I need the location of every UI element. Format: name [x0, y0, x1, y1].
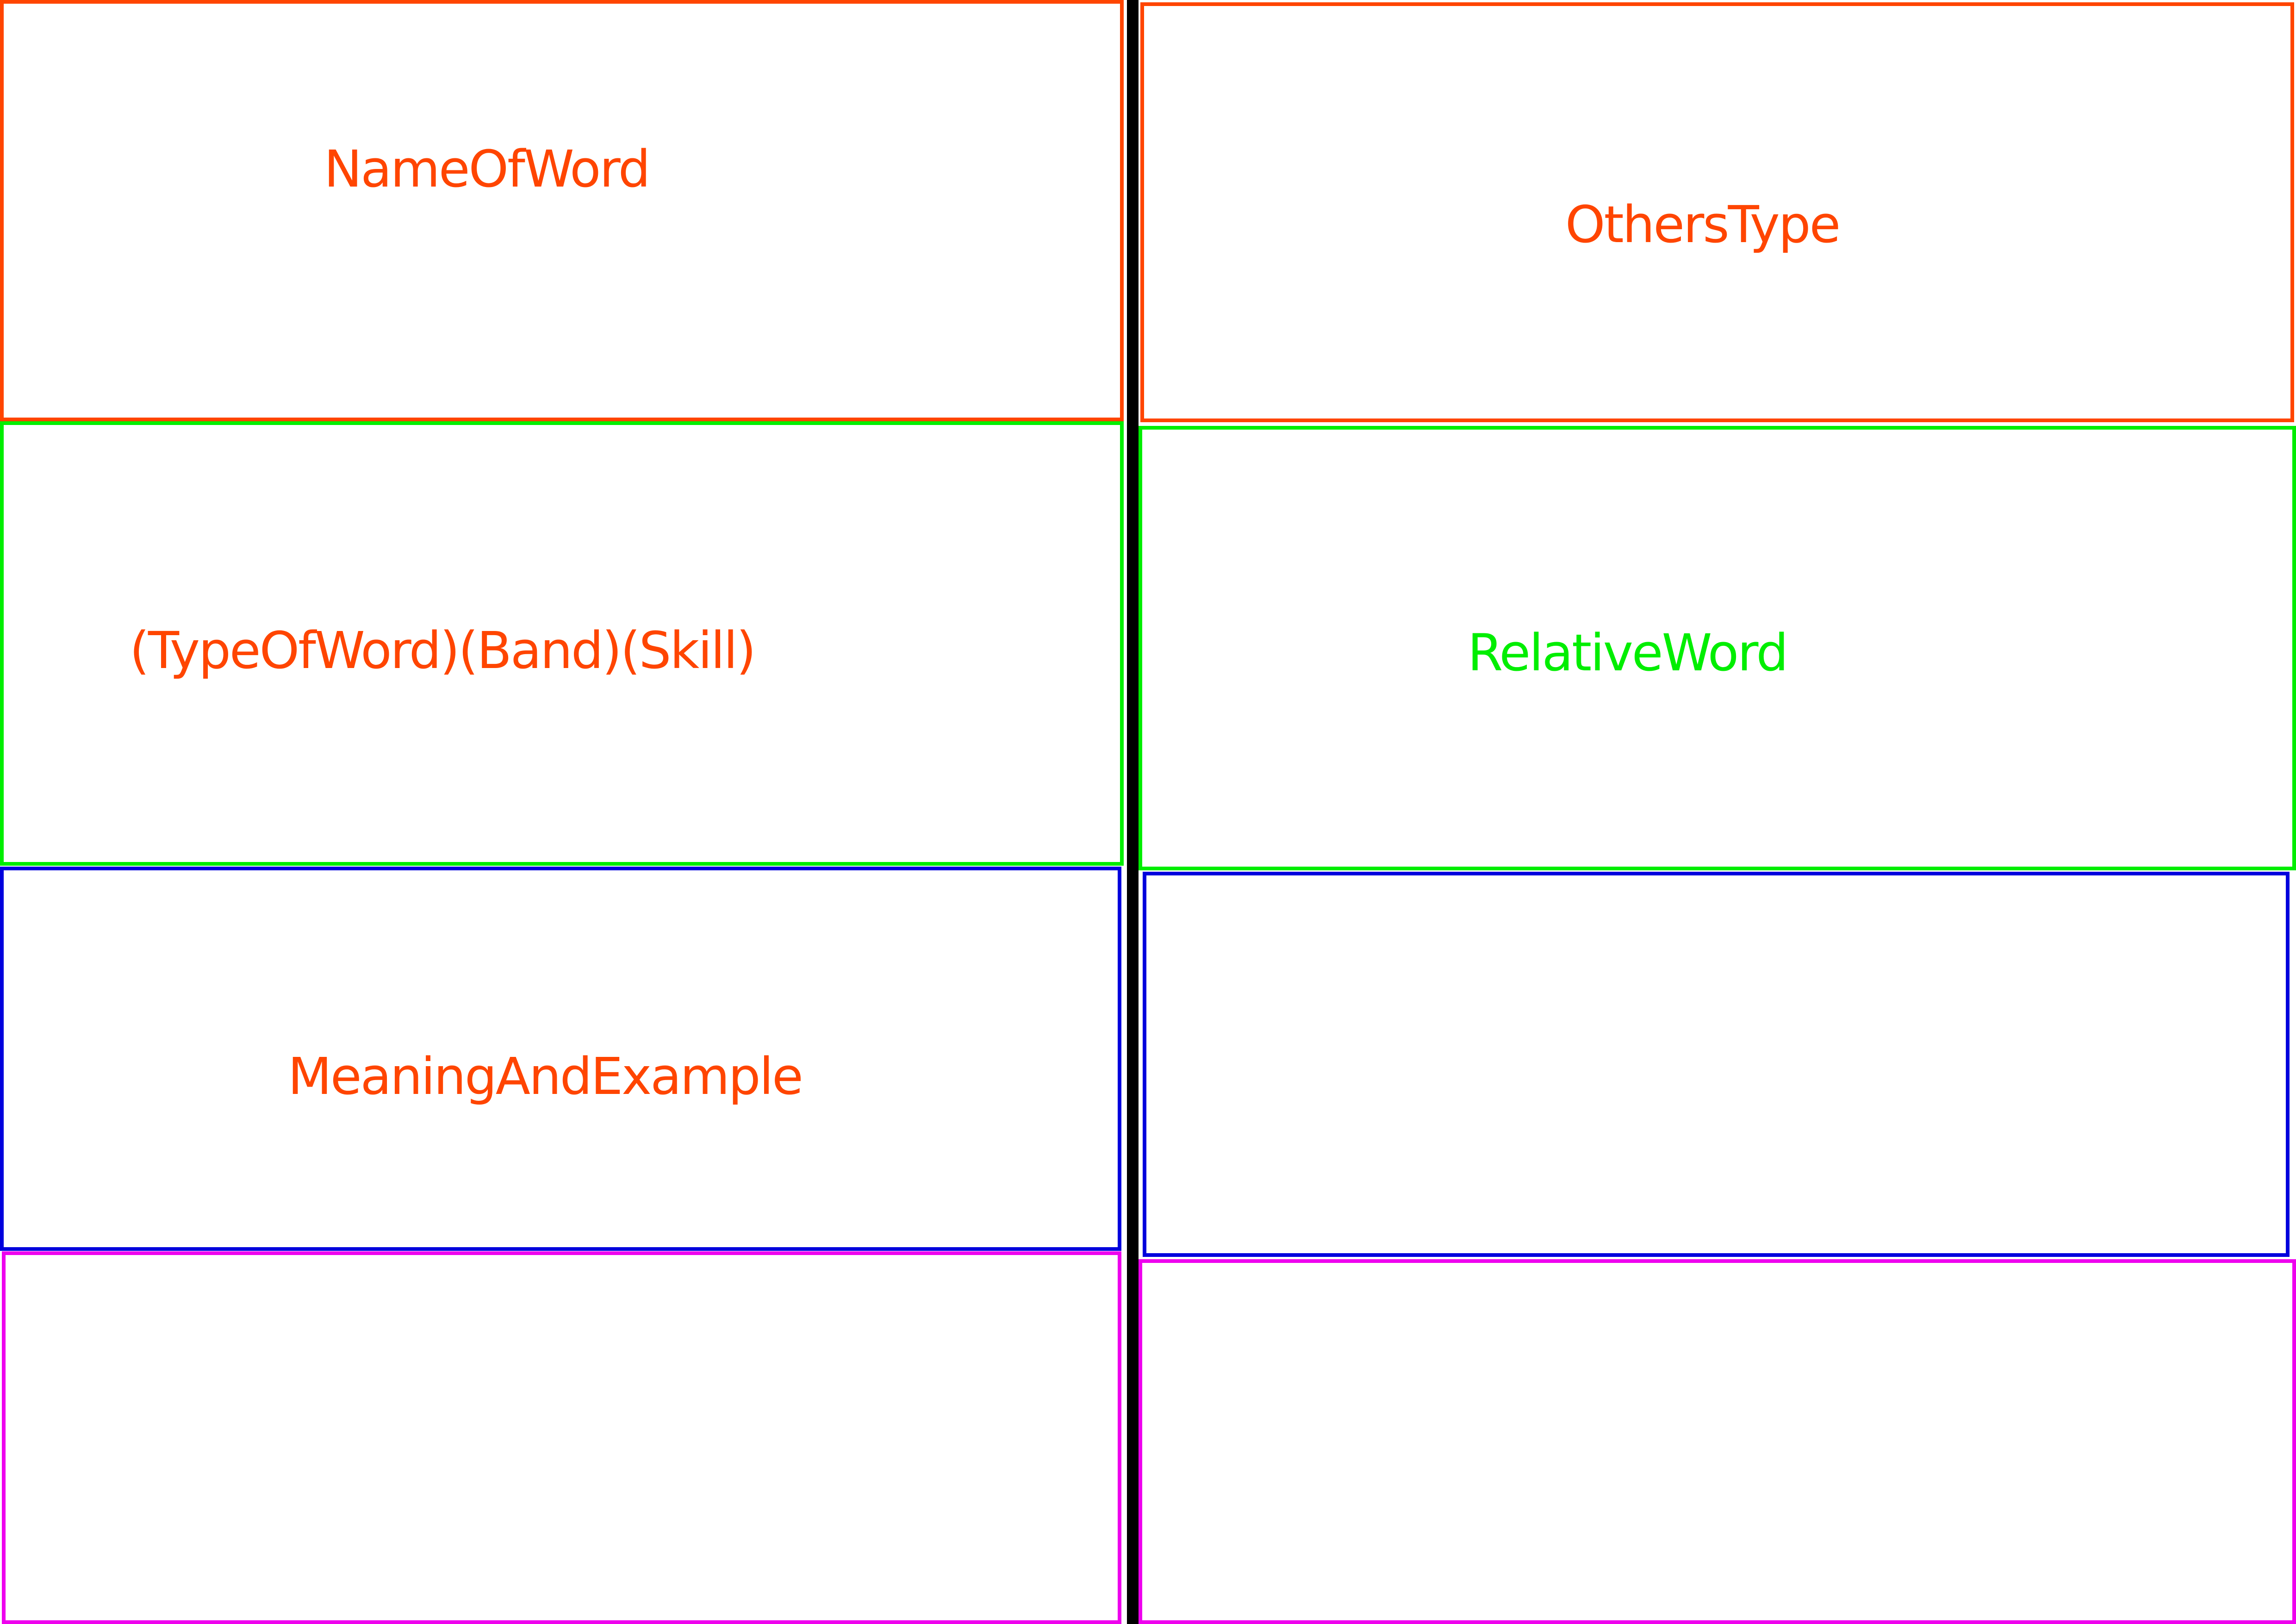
others-type-box	[1140, 2, 2294, 422]
right-bottom-box	[1139, 1259, 2296, 1624]
meaning-and-example-label: MeaningAndExample	[288, 1047, 803, 1106]
left-bottom-box	[2, 1251, 1121, 1624]
name-of-word-label: NameOfWord	[324, 139, 651, 199]
others-type-label: OthersType	[1565, 195, 1841, 254]
meaning-and-example-box	[0, 867, 1121, 1251]
type-band-skill-label: (TypeOfWord)(Band)(Skill)	[130, 621, 756, 680]
type-band-skill-box	[0, 421, 1124, 866]
relative-word-box	[1139, 426, 2296, 870]
relative-word-label: RelativeWord	[1468, 623, 1788, 682]
name-of-word-box	[0, 0, 1124, 421]
column-divider	[1127, 0, 1139, 1624]
right-blue-box	[1143, 872, 2290, 1257]
